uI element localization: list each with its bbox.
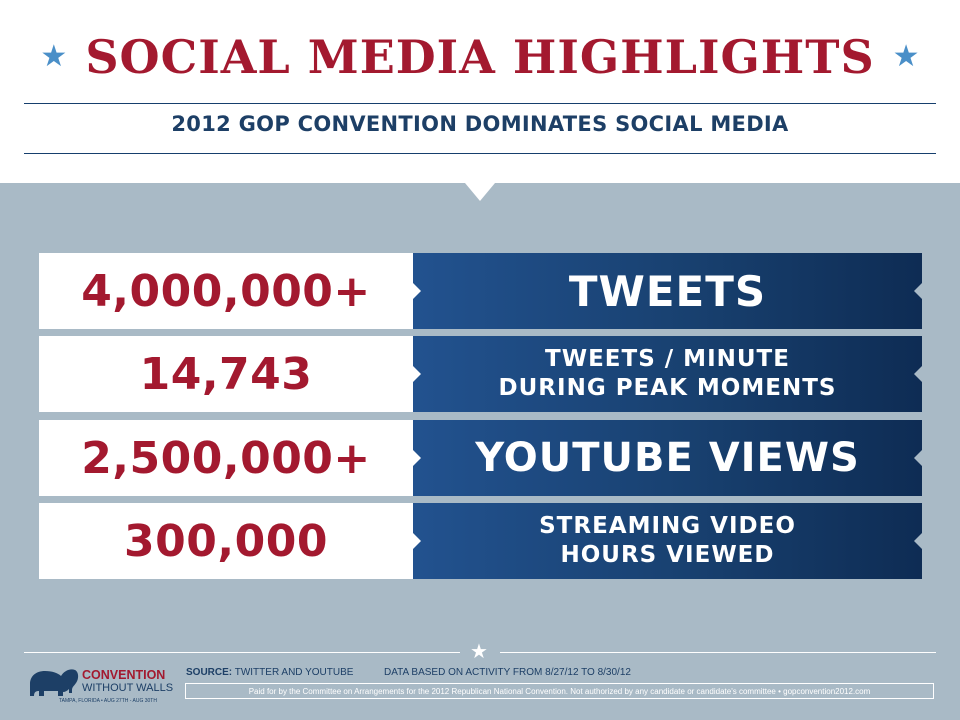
divider-top [24, 103, 936, 104]
source-text: TWITTER AND YOUTUBE [234, 667, 354, 678]
star-icon-left: ★ [40, 39, 68, 74]
stat-value-box: 4,000,000+ [39, 253, 413, 329]
elephant-icon [30, 669, 79, 696]
stat-value-box: 300,000 [39, 503, 413, 579]
logo-line-2: WITHOUT WALLS [82, 682, 174, 694]
stat-label-line-1: STREAMING VIDEO [539, 513, 796, 539]
stat-value: 2,500,000+ [81, 432, 371, 484]
arrow-in-icon [413, 533, 421, 549]
source-note: SOURCE: TWITTER AND YOUTUBE [186, 667, 353, 678]
title-row: ★ SOCIAL MEDIA HIGHLIGHTS ★ [0, 22, 960, 92]
footer-divider-left [24, 652, 460, 653]
star-icon-footer: ★ [470, 639, 488, 663]
stat-value-box: 2,500,000+ [39, 420, 413, 496]
pointer-notch [465, 183, 495, 201]
logo-line-1: CONVENTION [82, 668, 166, 682]
stat-label-line-2: HOURS VIEWED [560, 542, 775, 568]
footer-divider-right [500, 652, 936, 653]
convention-logo: CONVENTION WITHOUT WALLS TAMPA, FLORIDA … [26, 662, 181, 712]
stat-value-box: 14,743 [39, 336, 413, 412]
divider-bottom [24, 153, 936, 154]
arrow-in-icon [413, 283, 421, 299]
stat-label-box: STREAMING VIDEO HOURS VIEWED [413, 503, 922, 579]
arrow-out-icon [914, 450, 922, 466]
stat-value: 14,743 [139, 348, 313, 400]
page-title: SOCIAL MEDIA HIGHLIGHTS [85, 30, 875, 84]
arrow-out-icon [914, 533, 922, 549]
stat-label-box: TWEETS / MINUTE DURING PEAK MOMENTS [413, 336, 922, 412]
stat-label: TWEETS [568, 266, 767, 316]
arrow-in-icon [413, 450, 421, 466]
header-area: ★ SOCIAL MEDIA HIGHLIGHTS ★ 2012 GOP CON… [0, 0, 960, 183]
stat-row-streaming-hours: 300,000 STREAMING VIDEO HOURS VIEWED [39, 503, 922, 579]
stat-value: 4,000,000+ [81, 265, 371, 317]
logo-line-3: TAMPA, FLORIDA • AUG 27TH - AUG 30TH [59, 698, 157, 704]
star-icon-right: ★ [892, 39, 920, 74]
stat-label-line-2: DURING PEAK MOMENTS [498, 375, 837, 401]
disclaimer: Paid for by the Committee on Arrangement… [185, 683, 934, 699]
stat-row-tweets: 4,000,000+ TWEETS [39, 253, 922, 329]
arrow-in-icon [413, 366, 421, 382]
stat-label: TWEETS / MINUTE DURING PEAK MOMENTS [499, 345, 837, 403]
stat-label-box: YOUTUBE VIEWS [413, 420, 922, 496]
arrow-out-icon [914, 366, 922, 382]
stat-label-box: TWEETS [413, 253, 922, 329]
data-range-note: DATA BASED ON ACTIVITY FROM 8/27/12 TO 8… [384, 667, 631, 678]
stat-row-tweets-per-minute: 14,743 TWEETS / MINUTE DURING PEAK MOMEN… [39, 336, 922, 412]
stat-label: STREAMING VIDEO HOURS VIEWED [539, 512, 796, 570]
stat-label: YOUTUBE VIEWS [475, 435, 860, 481]
subtitle: 2012 GOP CONVENTION DOMINATES SOCIAL MED… [171, 112, 789, 136]
source-label: SOURCE: [186, 667, 233, 678]
stat-row-youtube-views: 2,500,000+ YOUTUBE VIEWS [39, 420, 922, 496]
stat-label-line-1: TWEETS / MINUTE [545, 346, 790, 372]
arrow-out-icon [914, 283, 922, 299]
stat-value: 300,000 [124, 515, 328, 567]
